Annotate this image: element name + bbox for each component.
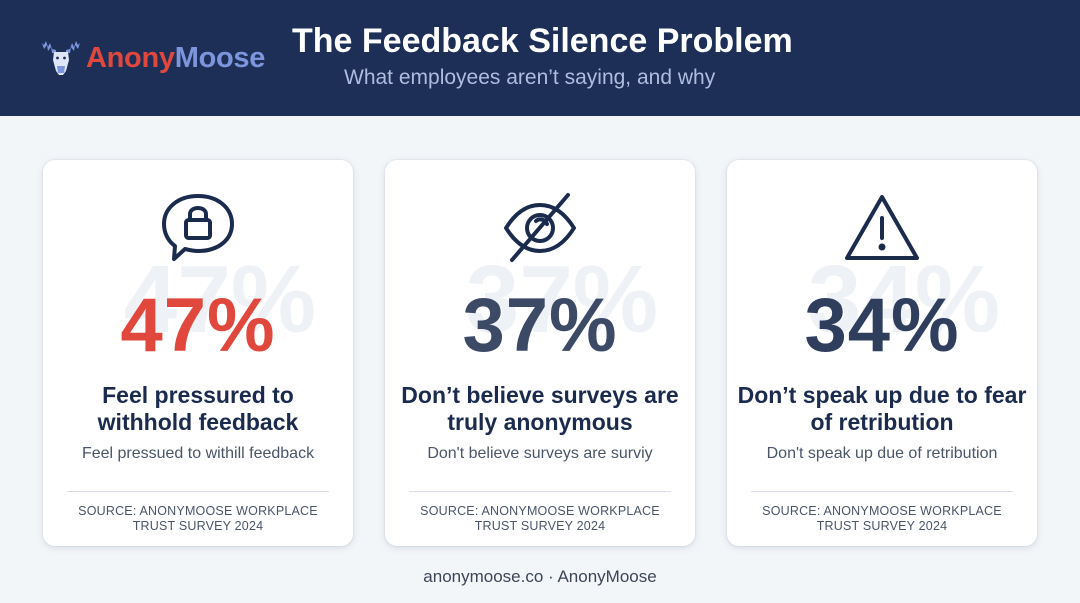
stat-value: 37% <box>462 283 618 368</box>
stat-caption: Feel pressued to withill feedback <box>81 445 315 462</box>
stat-caption: Don't believe surveys are surviy <box>427 445 653 462</box>
warning-triangle-icon <box>842 190 922 266</box>
moose-icon <box>38 33 84 84</box>
stat-headline: Don’t speak up due to fear of retributio… <box>737 382 1027 435</box>
stat-value: 47% <box>120 283 276 368</box>
stat-card-1: 47% 47% Feel pressured to withhold feedb… <box>43 160 353 546</box>
stat-headline: Don’t believe surveys are truly anonymou… <box>401 382 679 435</box>
brand-name: AnonyMoose <box>86 41 266 74</box>
stat-watermark: 37% <box>465 246 659 353</box>
divider <box>67 491 329 492</box>
stat-watermark: 34% <box>807 246 1001 353</box>
eye-slash-icon <box>500 190 580 266</box>
page-title: The Feedback Silence Problem <box>292 22 793 60</box>
source-note: SOURCE: ANONYMOOSE WORKPLACE TRUST SURVE… <box>78 504 318 533</box>
page-subtitle: What employees aren’t saying, and why <box>344 66 716 89</box>
brand-logo[interactable]: AnonyMoose <box>38 34 265 82</box>
source-note: SOURCE: ANONYMOOSE WORKPLACE TRUST SURVE… <box>420 504 660 533</box>
divider <box>751 491 1013 492</box>
stat-caption: Don't speak up due of retribution <box>766 445 998 462</box>
stat-card-2: 37% 37% Don’t believe surveys are truly … <box>385 160 695 546</box>
source-note: SOURCE: ANONYMOOSE WORKPLACE TRUST SURVE… <box>762 504 1002 533</box>
stat-card-3: 34% 34% Don’t speak up due to fear of re… <box>727 160 1037 546</box>
speech-bubble-lock-icon <box>158 190 238 266</box>
stat-value: 34% <box>804 283 960 368</box>
stat-watermark: 47% <box>123 246 317 353</box>
header: AnonyMoose The Feedback Silence Problem … <box>0 0 1080 116</box>
footer-link[interactable]: anonymoose.co · AnonyMoose <box>423 567 657 586</box>
divider <box>409 491 671 492</box>
stat-headline: Feel pressured to withhold feedback <box>97 382 299 435</box>
